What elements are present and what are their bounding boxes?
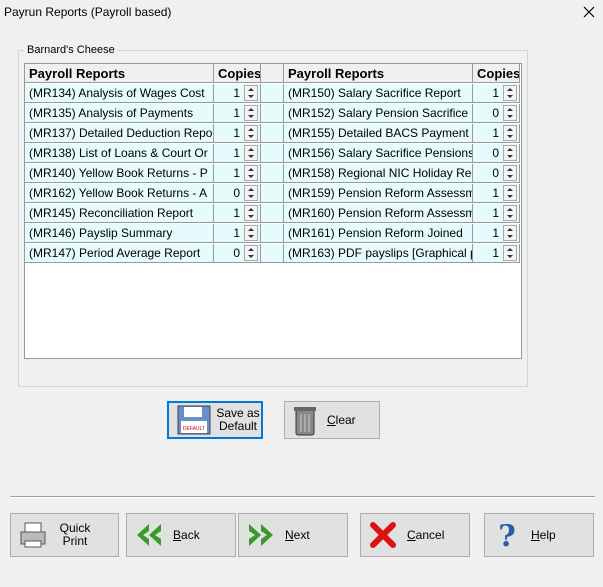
svg-text:?: ? (498, 520, 516, 550)
save-icon: DEFAULT (177, 405, 211, 435)
column-header: Payroll Reports (25, 64, 214, 83)
spin-button[interactable] (244, 245, 258, 261)
back-icon (137, 524, 161, 546)
cancel-label: Cancel (407, 527, 445, 542)
copies-cell: 1 (214, 144, 261, 163)
window-title: Payrun Reports (Payroll based) (4, 5, 172, 19)
copies-cell: 1 (473, 244, 520, 263)
report-cell: (MR134) Analysis of Wages Cost (25, 84, 214, 103)
spin-button[interactable] (503, 125, 517, 141)
copies-cell: 1 (473, 204, 520, 223)
report-cell: (MR159) Pension Reform Assessm (284, 184, 473, 203)
report-cell: (MR138) List of Loans & Court Or (25, 144, 214, 163)
report-cell: (MR160) Pension Reform Assessm (284, 204, 473, 223)
copies-cell: 1 (214, 164, 261, 183)
report-cell: (MR163) PDF payslips [Graphical p (284, 244, 473, 263)
printer-icon (20, 522, 46, 548)
clear-label: Clear (327, 412, 356, 427)
report-cell: (MR150) Salary Sacrifice Report (284, 84, 473, 103)
report-cell: (MR145) Reconciliation Report (25, 204, 214, 223)
spin-button[interactable] (503, 225, 517, 241)
spin-button[interactable] (244, 185, 258, 201)
next-button[interactable]: Next (238, 513, 348, 557)
spin-button[interactable] (503, 145, 517, 161)
column-header: Copies (214, 64, 261, 83)
spacer-cell (261, 224, 284, 243)
spacer-header (261, 64, 284, 83)
spacer-cell (261, 184, 284, 203)
copies-cell: 1 (214, 84, 261, 103)
report-cell: (MR158) Regional NIC Holiday Rep (284, 164, 473, 183)
spin-button[interactable] (503, 205, 517, 221)
copies-cell: 1 (214, 224, 261, 243)
report-grid: Payroll Reports Copies Payroll Reports Copi… (24, 63, 522, 359)
copies-cell: 1 (214, 204, 261, 223)
spin-button[interactable] (244, 165, 258, 181)
group-box (18, 50, 528, 387)
spin-button[interactable] (244, 125, 258, 141)
close-button[interactable] (583, 6, 595, 18)
report-cell: (MR146) Payslip Summary (25, 224, 214, 243)
spin-button[interactable] (503, 245, 517, 261)
report-cell: (MR137) Detailed Deduction Repo (25, 124, 214, 143)
copies-cell: 0 (473, 144, 520, 163)
spin-button[interactable] (244, 85, 258, 101)
report-cell: (MR155) Detailed BACS Payment (284, 124, 473, 143)
copies-cell: 0 (473, 104, 520, 123)
report-cell: (MR140) Yellow Book Returns - P (25, 164, 214, 183)
spin-button[interactable] (503, 165, 517, 181)
quick-print-label: Quick Print (59, 521, 91, 548)
icon-label: DEFAULT (183, 426, 205, 432)
spin-button[interactable] (244, 105, 258, 121)
spacer-cell (261, 84, 284, 103)
report-cell: (MR156) Salary Sacrifice Pensions (284, 144, 473, 163)
help-label: Help (531, 527, 556, 542)
save-default-label: Save as Default (216, 406, 260, 433)
next-icon (249, 524, 273, 546)
copies-cell: 1 (473, 84, 520, 103)
quick-print-button[interactable]: Quick Print (10, 513, 119, 557)
copies-cell: 1 (214, 104, 261, 123)
report-cell: (MR152) Salary Pension Sacrifice R (284, 104, 473, 123)
spacer-cell (261, 164, 284, 183)
copies-cell: 0 (214, 184, 261, 203)
spacer-cell (261, 204, 284, 223)
spin-button[interactable] (244, 205, 258, 221)
back-button[interactable]: Back (126, 513, 236, 557)
spin-button[interactable] (503, 105, 517, 121)
separator (10, 496, 595, 498)
help-icon: ? (498, 520, 516, 550)
group-label: Barnard's Cheese (24, 44, 118, 56)
copies-cell: 1 (214, 124, 261, 143)
cancel-button[interactable]: Cancel (360, 513, 470, 557)
next-label: Next (285, 527, 310, 542)
report-cell: (MR162) Yellow Book Returns - A (25, 184, 214, 203)
clear-button[interactable]: Clear (284, 401, 380, 439)
save-default-button[interactable]: DEFAULT Save as Default (167, 401, 263, 439)
copies-cell: 0 (214, 244, 261, 263)
report-cell: (MR135) Analysis of Payments (25, 104, 214, 123)
copies-cell: 1 (473, 224, 520, 243)
back-label: Back (173, 527, 200, 542)
column-header: Copies (473, 64, 520, 83)
copies-cell: 1 (473, 184, 520, 203)
spin-button[interactable] (503, 185, 517, 201)
spin-button[interactable] (503, 85, 517, 101)
spacer-cell (261, 144, 284, 163)
copies-cell: 0 (473, 164, 520, 183)
bin-icon (294, 407, 316, 436)
spacer-cell (261, 104, 284, 123)
copies-cell: 1 (473, 124, 520, 143)
cancel-icon (370, 522, 396, 548)
report-cell: (MR161) Pension Reform Joined (284, 224, 473, 243)
spin-button[interactable] (244, 225, 258, 241)
report-cell: (MR147) Period Average Report (25, 244, 214, 263)
spin-button[interactable] (244, 145, 258, 161)
column-header: Payroll Reports (284, 64, 473, 83)
help-button[interactable]: ? Help (484, 513, 594, 557)
spacer-cell (261, 244, 284, 263)
spacer-cell (261, 124, 284, 143)
